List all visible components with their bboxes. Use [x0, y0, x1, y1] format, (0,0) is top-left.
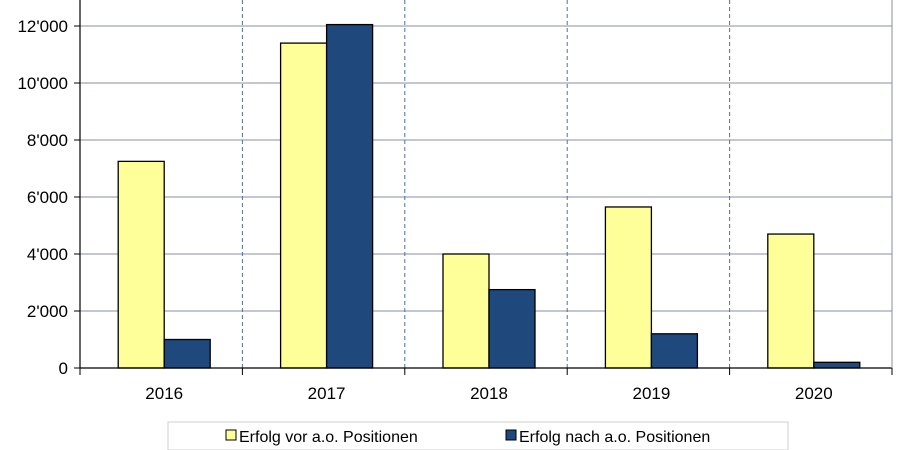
y-tick-label: 4'000	[27, 245, 68, 264]
y-tick-label: 8'000	[27, 131, 68, 150]
legend-swatch	[505, 429, 517, 441]
bar	[813, 361, 861, 369]
bar	[117, 160, 165, 369]
legend-box	[167, 421, 789, 450]
x-tick-labels: 2016 2017 2018 2019 2020	[145, 384, 832, 403]
legend-swatch	[225, 429, 237, 441]
y-tick-label: 12'000	[17, 17, 68, 36]
x-tick-label: 2019	[632, 384, 670, 403]
x-tick-label: 2018	[470, 384, 508, 403]
x-tick-label: 2016	[145, 384, 183, 403]
bar	[279, 42, 328, 369]
y-tick-labels: 0 2'000 4'000 6'000 8'000 10'000 12'000	[17, 17, 68, 378]
grid-lines	[80, 25, 892, 312]
x-tick-label: 2017	[308, 384, 346, 403]
y-tick-label: 6'000	[27, 188, 68, 207]
bar	[163, 338, 211, 369]
y-tick-label: 0	[59, 359, 68, 378]
legend-label: Erfolg vor a.o. Positionen	[239, 429, 418, 446]
legend-label: Erfolg nach a.o. Positionen	[519, 429, 710, 446]
legend: Erfolg vor a.o. Positionen Erfolg nach a.…	[167, 421, 789, 450]
y-tick-label: 10'000	[17, 74, 68, 93]
bar	[767, 233, 815, 369]
bars	[117, 23, 861, 369]
x-tick-label: 2020	[795, 384, 833, 403]
bar	[488, 288, 536, 369]
bar	[325, 23, 374, 369]
bar	[442, 253, 490, 369]
bar	[650, 333, 699, 369]
category-separators	[241, 0, 731, 368]
bar	[604, 206, 653, 369]
y-tick-label: 2'000	[27, 302, 68, 321]
axes	[74, 0, 893, 375]
